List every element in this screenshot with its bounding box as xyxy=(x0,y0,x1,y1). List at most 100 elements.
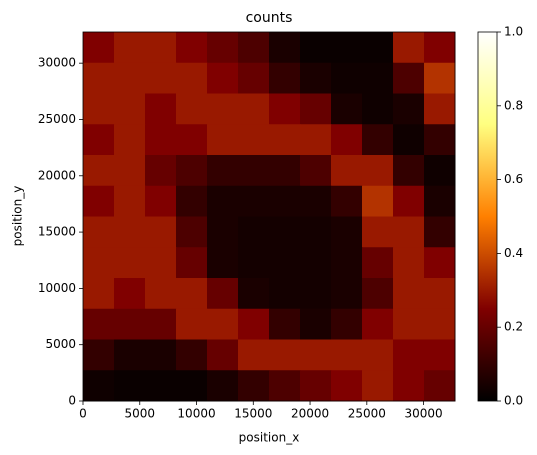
heat-cell xyxy=(300,32,332,64)
heat-cell xyxy=(424,93,456,125)
x-tick-label: 0 xyxy=(79,407,87,421)
heat-cell xyxy=(207,339,239,371)
x-tick-label: 30000 xyxy=(404,407,442,421)
colorbar-tick-label: 0.2 xyxy=(504,320,523,334)
heat-cell xyxy=(393,124,425,156)
heat-cell xyxy=(331,247,363,279)
heat-cell xyxy=(114,339,146,371)
heat-cell xyxy=(114,62,146,94)
x-axis-label: position_x xyxy=(239,431,300,445)
heat-cell xyxy=(238,247,270,279)
heat-cell xyxy=(269,32,301,64)
heat-cell xyxy=(269,124,301,156)
heat-cell xyxy=(238,278,270,310)
heat-cell xyxy=(238,216,270,248)
heat-cell xyxy=(83,370,115,402)
heat-cell xyxy=(393,93,425,125)
heat-cell xyxy=(83,155,115,187)
heat-cell xyxy=(83,93,115,125)
x-tick-label: 20000 xyxy=(291,407,329,421)
heat-cell xyxy=(176,339,208,371)
heat-cell xyxy=(145,155,177,187)
heat-cell xyxy=(114,185,146,217)
heat-cell xyxy=(114,155,146,187)
colorbar-tick-label: 0.6 xyxy=(504,172,523,186)
heat-cell xyxy=(83,32,115,64)
heat-cell xyxy=(393,370,425,402)
heat-cell xyxy=(114,278,146,310)
heat-cell xyxy=(424,124,456,156)
y-tick-label: 0 xyxy=(68,394,76,408)
colorbar-tick-label: 0.8 xyxy=(504,98,523,112)
heat-cell xyxy=(83,216,115,248)
heat-cell xyxy=(238,308,270,340)
heat-cell xyxy=(331,62,363,94)
x-tick-label: 15000 xyxy=(234,407,272,421)
heat-cell xyxy=(424,155,456,187)
heat-cell xyxy=(331,155,363,187)
heat-cell xyxy=(331,185,363,217)
heat-cell xyxy=(362,278,394,310)
plot-frame xyxy=(82,31,456,402)
heat-cell xyxy=(207,247,239,279)
heat-cell xyxy=(269,93,301,125)
heat-cell xyxy=(424,370,456,402)
heat-cell xyxy=(424,308,456,340)
heat-cell xyxy=(145,216,177,248)
heat-cell xyxy=(145,93,177,125)
heat-cell xyxy=(362,247,394,279)
heat-cell xyxy=(269,62,301,94)
heat-cell xyxy=(300,124,332,156)
heat-cell xyxy=(331,32,363,64)
heat-cell xyxy=(238,62,270,94)
heat-cell xyxy=(393,308,425,340)
heat-cell xyxy=(269,155,301,187)
y-tick-label: 10000 xyxy=(38,281,76,295)
heat-cell xyxy=(331,93,363,125)
heat-cell xyxy=(331,216,363,248)
heat-cell xyxy=(145,278,177,310)
heat-cell xyxy=(238,124,270,156)
heat-cell xyxy=(393,216,425,248)
heat-cell xyxy=(176,155,208,187)
heat-cell xyxy=(145,32,177,64)
x-tick-label: 5000 xyxy=(124,407,155,421)
y-tick-label: 20000 xyxy=(38,168,76,182)
heat-cell xyxy=(393,339,425,371)
chart-title: counts xyxy=(246,10,293,26)
heat-cell xyxy=(424,339,456,371)
heat-cell xyxy=(145,247,177,279)
heat-cell xyxy=(362,62,394,94)
heat-cell xyxy=(300,216,332,248)
heat-cell xyxy=(269,339,301,371)
heat-cell xyxy=(300,339,332,371)
heat-cell xyxy=(269,308,301,340)
heat-cell xyxy=(238,93,270,125)
heat-cell xyxy=(176,62,208,94)
heat-cell xyxy=(362,185,394,217)
heat-cell xyxy=(300,278,332,310)
heat-cell xyxy=(300,185,332,217)
heat-cell xyxy=(145,185,177,217)
heat-cell xyxy=(362,32,394,64)
heat-cell xyxy=(114,93,146,125)
heat-cell xyxy=(238,370,270,402)
heat-cell xyxy=(176,185,208,217)
heat-cell xyxy=(176,278,208,310)
heat-cell xyxy=(145,62,177,94)
heat-cell xyxy=(331,370,363,402)
heat-cell xyxy=(207,216,239,248)
heat-cell xyxy=(176,32,208,64)
heat-cell xyxy=(424,216,456,248)
heat-cell xyxy=(207,155,239,187)
heat-cell xyxy=(300,247,332,279)
heat-cell xyxy=(331,308,363,340)
heat-cell xyxy=(362,308,394,340)
heat-cell xyxy=(176,216,208,248)
heat-cell xyxy=(114,308,146,340)
heat-cell xyxy=(424,247,456,279)
heat-cell xyxy=(300,308,332,340)
heat-cell xyxy=(176,247,208,279)
heat-cell xyxy=(362,370,394,402)
